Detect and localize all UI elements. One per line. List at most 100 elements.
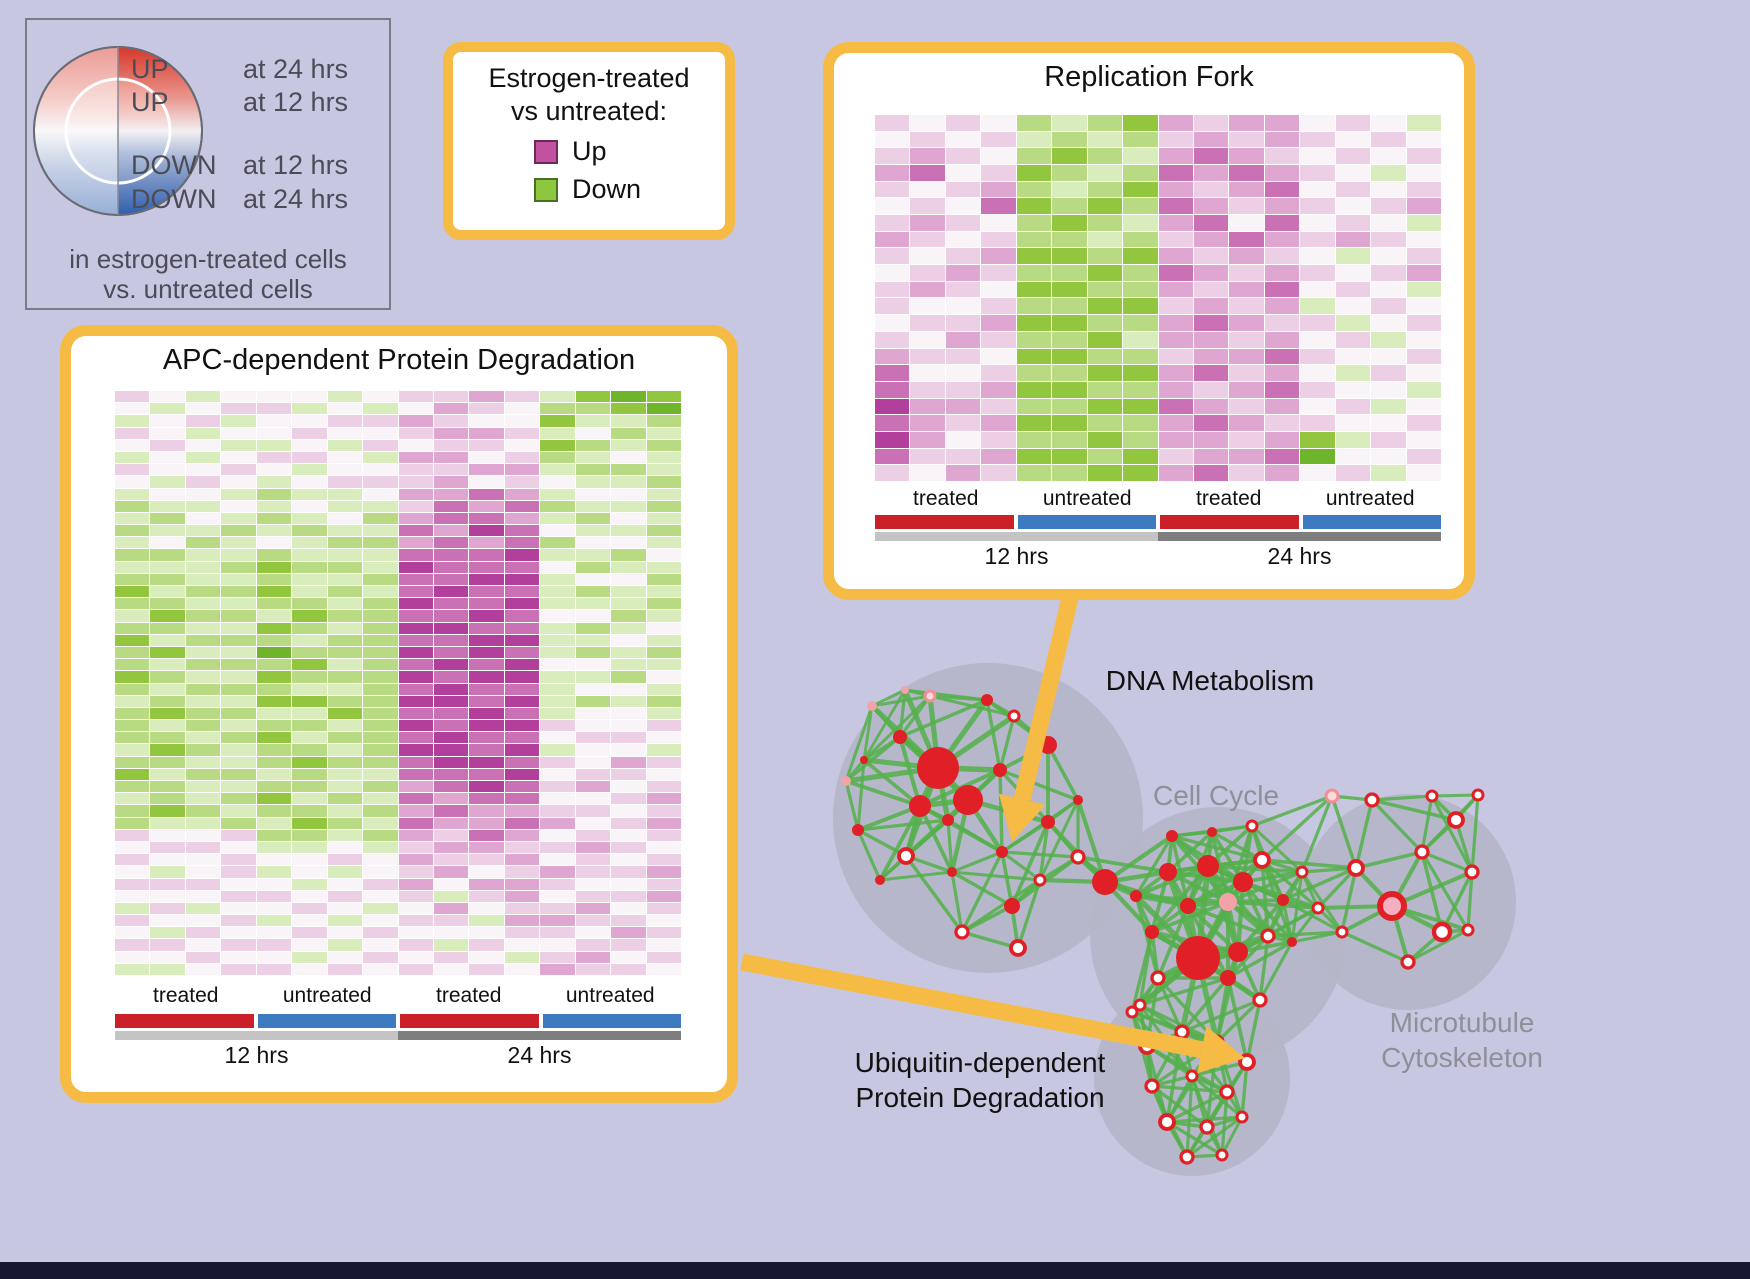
- heatmap-cell: [256, 841, 292, 854]
- network-edge: [1281, 870, 1304, 902]
- heatmap-cell: [504, 391, 540, 403]
- heatmap-cell: [1300, 415, 1335, 431]
- heatmap-cell: [256, 707, 292, 720]
- network-edge: [1430, 794, 1458, 822]
- network-edge: [1186, 858, 1264, 908]
- heatmap-cell: [398, 488, 433, 500]
- heatmap-cell: [1087, 198, 1123, 215]
- heatmap-cell: [115, 415, 150, 427]
- heatmap-cell: [256, 646, 292, 659]
- heatmap-cell: [575, 549, 611, 561]
- heatmap-cell: [875, 465, 910, 481]
- heatmap-cell: [221, 549, 256, 561]
- group-label: treated: [153, 984, 219, 1007]
- heatmap-cell: [1335, 398, 1371, 415]
- heatmap-cell: [1264, 281, 1300, 298]
- network-edge: [917, 767, 1003, 809]
- network-edge: [1010, 904, 1020, 950]
- heatmap-cell: [540, 476, 575, 488]
- heatmap-cell: [1016, 165, 1052, 181]
- heatmap-cell: [469, 403, 504, 415]
- network-edge: [1185, 903, 1241, 955]
- heatmap-cell: [1158, 198, 1193, 215]
- network-edge: [1226, 824, 1254, 904]
- heatmap-cell: [185, 646, 221, 659]
- heatmap-cell: [150, 573, 185, 585]
- heatmap-cell: [115, 683, 150, 695]
- heatmap-cell: [115, 659, 150, 671]
- network-edge: [1420, 793, 1480, 854]
- network-edge: [1250, 824, 1304, 874]
- network-edge: [1045, 819, 1108, 885]
- heatmap-cell: [469, 841, 504, 854]
- network-edge: [1102, 879, 1139, 899]
- heatmap-cell: [469, 756, 504, 768]
- heatmap-cell: [363, 610, 398, 622]
- heatmap-cell: [327, 549, 363, 561]
- heatmap-cell: [504, 561, 540, 573]
- heatmap-cell: [327, 659, 363, 671]
- heatmap-cell: [1052, 298, 1087, 315]
- network-edge: [844, 779, 922, 808]
- heatmap-cell: [945, 315, 981, 331]
- network-edge: [1205, 863, 1246, 885]
- network-node: [1138, 1037, 1156, 1055]
- network-edge: [1000, 850, 1042, 882]
- network-edge: [897, 734, 941, 771]
- heatmap-cell: [292, 793, 327, 805]
- heatmap-cell: [256, 476, 292, 488]
- heatmap-cell: [398, 829, 433, 841]
- heatmap-cell: [910, 115, 945, 131]
- heatmap-cell: [433, 586, 469, 598]
- heatmap-cell: [185, 781, 221, 793]
- network-edge: [1206, 830, 1214, 868]
- heatmap-cell: [221, 756, 256, 768]
- heatmap-cell: [398, 707, 433, 720]
- network-edge: [904, 854, 954, 874]
- heatmap-cell: [646, 525, 681, 537]
- heatmap-cell: [875, 298, 910, 315]
- heatmap-cell: [398, 878, 433, 890]
- heatmap-cell: [504, 927, 540, 939]
- heatmap-cell: [221, 963, 256, 975]
- heatmap-cell: [256, 817, 292, 829]
- heatmap-cell: [363, 573, 398, 585]
- group-label: treated: [1196, 487, 1262, 510]
- network-edge: [1010, 820, 1050, 908]
- heatmap-cell: [945, 215, 981, 231]
- heatmap-cell: [363, 744, 398, 756]
- heatmap-cell: [469, 744, 504, 756]
- network-node: [1179, 1149, 1195, 1165]
- heatmap-cell: [1335, 448, 1371, 465]
- heatmap-cell: [185, 963, 221, 975]
- heatmap-cell: [292, 622, 327, 634]
- heatmap-cell: [433, 817, 469, 829]
- heatmap-cell: [1406, 315, 1441, 331]
- cluster-circle: [1300, 794, 1516, 1010]
- heatmap-cell: [1371, 265, 1406, 281]
- heatmap-cell: [292, 902, 327, 915]
- down-label: Down: [572, 174, 642, 204]
- heatmap-cell: [292, 768, 327, 780]
- network-edge: [1134, 894, 1230, 904]
- heatmap-cell: [1229, 115, 1264, 131]
- heatmap-cell: [433, 488, 469, 500]
- heatmap-cell: [1335, 331, 1371, 348]
- heatmap-cell: [875, 415, 910, 431]
- heatmap-cell: [540, 586, 575, 598]
- network-edge: [1149, 929, 1201, 961]
- heatmap-cell: [398, 793, 433, 805]
- network-edge: [1266, 906, 1320, 938]
- network-edge: [1145, 1030, 1184, 1048]
- heatmap-cell: [1087, 281, 1123, 298]
- heatmap-cell: [1229, 398, 1264, 415]
- heatmap-cell: [504, 805, 540, 817]
- heatmap-cell: [433, 902, 469, 915]
- heatmap-cell: [1300, 265, 1335, 281]
- heatmap-cell: [292, 817, 327, 829]
- heatmap-cell: [1371, 215, 1406, 231]
- network-edge: [1102, 869, 1171, 885]
- heatmap-cell: [1406, 298, 1441, 315]
- time-label-12hrs: 12 hrs: [224, 1042, 289, 1068]
- heatmap-cell: [1264, 331, 1300, 348]
